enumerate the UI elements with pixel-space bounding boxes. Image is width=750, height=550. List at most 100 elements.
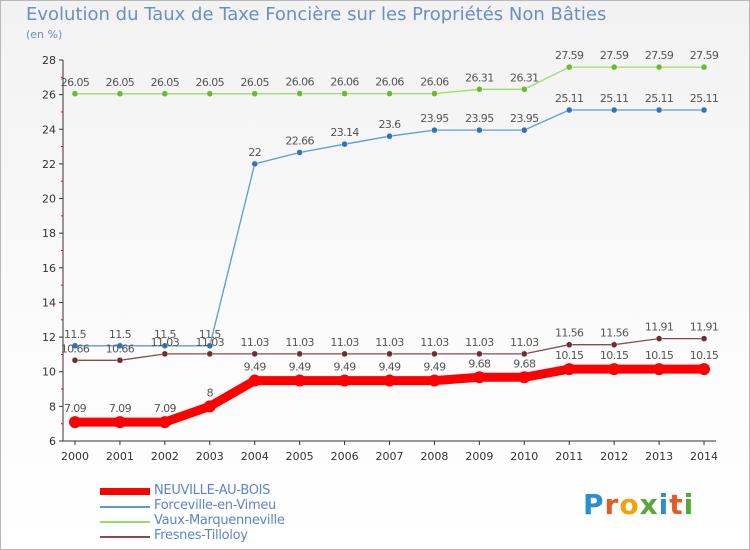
- data-point: [341, 350, 348, 358]
- data-point: [700, 63, 708, 71]
- data-label: 10.15: [645, 349, 674, 362]
- data-point: [386, 90, 393, 97]
- chart-unit-label: (en %): [26, 28, 63, 41]
- data-point: [296, 350, 303, 358]
- data-point: [476, 126, 483, 134]
- x-tick-label: 2004: [241, 450, 269, 463]
- data-point: [251, 90, 258, 97]
- data-label: 11.03: [465, 336, 494, 349]
- data-label: 9.49: [334, 361, 357, 374]
- data-point: [206, 350, 213, 358]
- data-label: 9.49: [378, 361, 401, 374]
- data-label: 11.03: [375, 336, 404, 349]
- data-point: [566, 63, 573, 71]
- data-label: 10.15: [690, 349, 719, 362]
- legend-item-vaux: Vaux-Marquenneville: [100, 513, 360, 529]
- data-point: [610, 106, 618, 114]
- data-label: 27.59: [600, 49, 629, 62]
- x-tick-label: 2008: [420, 450, 448, 463]
- y-tick-label: 10: [42, 366, 56, 379]
- data-point: [521, 350, 528, 358]
- data-point: [161, 90, 169, 97]
- data-label: 27.59: [555, 49, 584, 62]
- data-point: [71, 342, 79, 349]
- y-tick-label: 14: [42, 296, 56, 309]
- chart-legend: NEUVILLE-AU-BOIS Forceville-en-Vimeu Vau…: [100, 483, 360, 544]
- data-label: 23.95: [465, 112, 494, 125]
- data-label: 11.5: [109, 328, 132, 341]
- data-label: 10.15: [600, 349, 629, 362]
- data-point: [476, 86, 483, 93]
- data-point: [161, 342, 169, 349]
- data-label: 22: [248, 146, 261, 159]
- y-tick-label: 8: [49, 400, 56, 413]
- legend-label-neuville: NEUVILLE-AU-BOIS: [154, 483, 271, 498]
- data-label: 11.91: [645, 321, 674, 334]
- data-label: 7.09: [64, 402, 87, 415]
- data-point: [655, 106, 663, 114]
- x-tick-label: 2001: [106, 450, 134, 463]
- data-label: 22.66: [285, 134, 314, 147]
- legend-swatch-fresnes: [100, 536, 150, 538]
- legend-label-fresnes: Fresnes-Tilloloy: [154, 528, 248, 543]
- data-label: 11.03: [330, 336, 359, 349]
- data-label: 9.49: [289, 361, 312, 374]
- data-label: 26.05: [106, 76, 135, 89]
- data-label: 11.03: [510, 336, 539, 349]
- x-tick-label: 2014: [690, 450, 718, 463]
- data-point: [476, 350, 483, 358]
- data-point: [521, 86, 528, 93]
- x-tick-label: 2013: [645, 450, 673, 463]
- y-tick-label: 24: [42, 123, 56, 136]
- data-label: 11.5: [154, 328, 177, 341]
- x-tick-label: 2006: [331, 450, 359, 463]
- legend-item-forceville: Forceville-en-Vimeu: [100, 498, 360, 514]
- data-label: 23.95: [510, 112, 539, 125]
- data-label: 11.03: [240, 336, 269, 349]
- data-label: 25.11: [690, 92, 719, 105]
- data-label: 7.09: [109, 402, 132, 415]
- data-point: [698, 363, 711, 376]
- data-label: 25.11: [555, 92, 584, 105]
- data-label: 26.05: [196, 76, 225, 89]
- data-label: 26.06: [375, 76, 404, 89]
- data-point: [608, 363, 621, 376]
- data-point: [386, 350, 393, 358]
- data-point: [251, 350, 258, 358]
- data-point: [293, 374, 306, 387]
- data-point: [251, 160, 258, 168]
- data-point: [116, 342, 124, 349]
- data-point: [566, 341, 573, 348]
- data-label: 10.66: [106, 342, 135, 355]
- legend-label-vaux: Vaux-Marquenneville: [154, 513, 285, 528]
- data-label: 11.5: [64, 328, 87, 341]
- data-label: 10.15: [555, 349, 584, 362]
- legend-swatch-forceville: [100, 506, 150, 508]
- data-point: [518, 371, 531, 384]
- data-point: [386, 132, 393, 140]
- x-tick-label: 2005: [286, 450, 314, 463]
- data-label: 11.91: [690, 321, 719, 334]
- x-tick-label: 2000: [61, 450, 89, 463]
- data-point: [71, 357, 79, 364]
- data-point: [296, 90, 303, 97]
- data-point: [521, 126, 528, 134]
- data-point: [383, 374, 396, 387]
- data-label: 10.66: [61, 342, 90, 355]
- data-label: 9.68: [468, 357, 491, 370]
- data-point: [431, 126, 438, 134]
- series-line-1: [75, 109, 704, 347]
- data-label: 11.03: [285, 336, 314, 349]
- data-point: [655, 335, 663, 342]
- data-point: [116, 90, 124, 97]
- data-point: [161, 350, 169, 358]
- data-label: 7.09: [154, 402, 177, 415]
- data-point: [158, 416, 171, 429]
- data-label: 26.05: [240, 76, 269, 89]
- data-label: 27.59: [645, 49, 674, 62]
- data-point: [700, 335, 708, 342]
- x-tick-label: 2007: [376, 450, 404, 463]
- data-point: [563, 363, 576, 376]
